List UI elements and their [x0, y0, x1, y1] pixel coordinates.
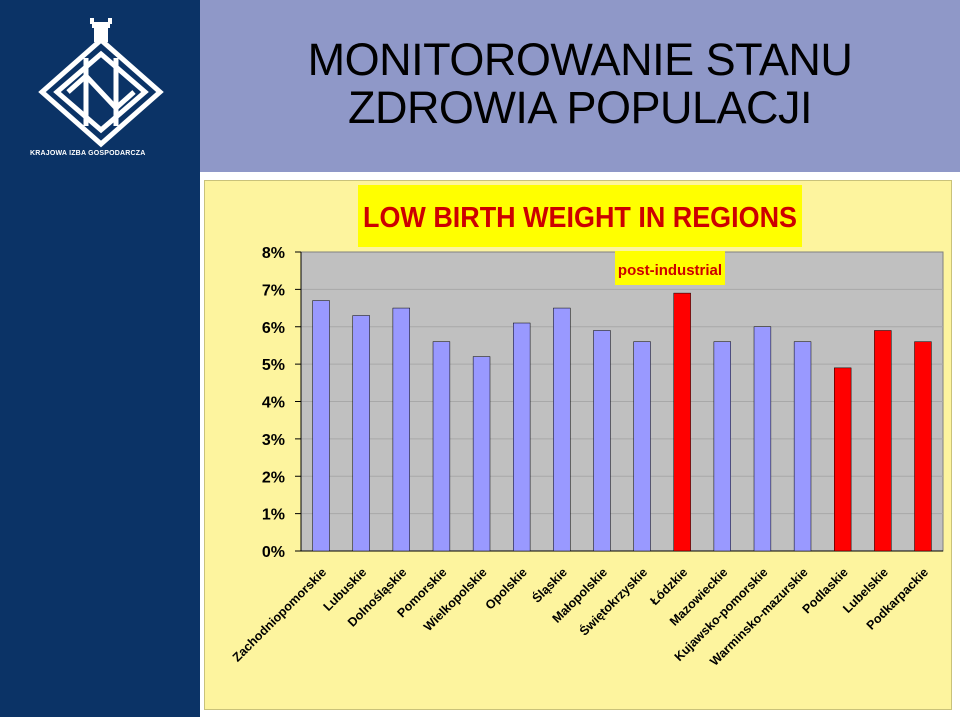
bar	[673, 292, 691, 552]
title-line-1: MONITOROWANIE STANU	[307, 34, 853, 85]
bar	[834, 367, 852, 552]
annotation-label: post-industrial	[618, 262, 722, 279]
chart-frame: LOW BIRTH WEIGHT IN REGIONS 0% 1% 2% 3% 4% 5% 6…	[204, 180, 952, 710]
bar	[713, 341, 731, 552]
bar	[472, 356, 491, 552]
bar	[392, 307, 410, 552]
bar	[312, 300, 330, 552]
bar	[914, 341, 932, 552]
page-title: MONITOROWANIE STANU ZDROWIA POPULACJI	[200, 36, 960, 132]
y-tick-label: 6%	[262, 320, 285, 337]
x-tick-label: Zachodniopomorskie	[230, 565, 329, 664]
bar	[432, 341, 451, 552]
bar	[553, 307, 571, 552]
y-tick-label: 8%	[262, 245, 285, 262]
bar	[874, 330, 892, 552]
y-tick-label: 7%	[262, 282, 285, 299]
chart-title-box	[358, 185, 802, 247]
bar-chart: LOW BIRTH WEIGHT IN REGIONS 0% 1% 2% 3% 4% 5% 6…	[230, 185, 944, 669]
y-tick-label: 0%	[262, 544, 285, 561]
bar	[793, 341, 812, 552]
bar	[593, 330, 611, 552]
y-tick-label: 5%	[262, 357, 285, 374]
x-tick-label: Opolskie	[483, 565, 530, 612]
logo-caption: KRAJOWA IZBA GOSPODARCZA	[30, 150, 146, 157]
chart-title: LOW BIRTH WEIGHT IN REGIONS	[363, 202, 797, 234]
annotation-box	[615, 251, 725, 285]
y-tick-label: 2%	[262, 469, 285, 486]
bar	[352, 315, 370, 552]
sidebar: KRAJOWA IZBA GOSPODARCZA	[0, 0, 200, 717]
bar	[633, 341, 651, 552]
bar	[753, 326, 772, 552]
y-tick-label: 1%	[262, 507, 285, 524]
chamber-emblem-icon	[38, 18, 164, 148]
y-tick-label: 4%	[262, 395, 285, 412]
x-tick-label: Śląskie	[529, 564, 570, 605]
header-band	[200, 0, 960, 172]
x-tick-label: Świętokrzyskie	[576, 564, 650, 638]
bar	[513, 322, 531, 552]
y-tick-label: 3%	[262, 432, 285, 449]
title-line-2: ZDROWIA POPULACJI	[347, 82, 813, 133]
